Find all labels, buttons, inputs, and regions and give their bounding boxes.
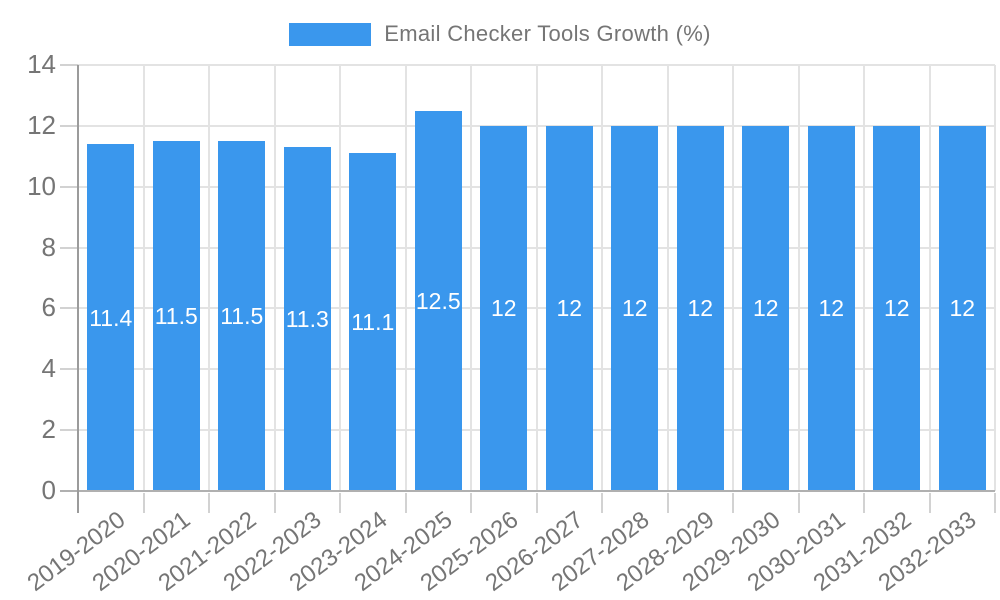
v-gridline [994,65,996,491]
bar-value-label: 12.5 [415,287,461,314]
y-tick-label: 10 [27,170,56,201]
legend-label: Email Checker Tools Growth (%) [384,21,711,46]
v-gridline [928,65,931,491]
y-tick-label: 4 [41,353,56,384]
bar-value-label: 12 [883,295,910,322]
y-axis-tick [60,246,78,249]
v-gridline [273,65,276,491]
bar-2021-2022[interactable] [218,141,266,491]
chart-legend[interactable]: Email Checker Tools Growth (%) [0,21,1000,47]
bar-2027-2028[interactable] [611,125,659,491]
v-gridline [535,65,538,491]
y-axis-line [77,65,79,513]
bar-2029-2030[interactable] [742,125,790,491]
v-gridline [470,65,472,491]
bar-2025-2026[interactable] [480,125,528,491]
y-tick-label: 14 [27,49,56,79]
bar-2023-2024[interactable] [349,153,397,491]
bar-2026-2027[interactable] [545,125,593,491]
bar-value-label: 12 [621,295,648,322]
bar-value-label: 12 [818,295,845,322]
bar-value-label: 11.5 [220,303,264,330]
x-axis-tick [470,493,472,513]
v-gridline [732,65,734,491]
bar-2024-2025[interactable] [414,110,462,491]
bar-2022-2023[interactable] [283,147,331,491]
v-gridline [339,65,341,491]
y-tick-label: 2 [41,414,56,445]
x-axis-tick [142,493,145,513]
y-tick-label: 6 [41,292,56,323]
bar-2030-2031[interactable] [807,125,855,491]
v-gridline [404,65,407,491]
y-tick-label: 12 [27,109,56,140]
x-axis-tick [273,493,276,513]
y-tick-label: 8 [41,231,56,262]
y-axis-tick [60,64,78,66]
bar-value-label: 11.3 [285,306,329,333]
y-tick-label: 0 [41,475,56,505]
x-axis-tick [666,493,669,513]
x-axis-tick [928,493,931,513]
v-gridline [208,65,210,491]
x-axis-tick [732,493,734,513]
y-axis-tick [60,429,78,432]
bar-value-label: 12 [556,295,583,322]
v-gridline [601,65,603,491]
y-axis-tick [60,185,78,188]
bar-2031-2032[interactable] [873,125,921,491]
bar-value-label: 12 [752,295,779,322]
bar-value-label: 12 [949,295,976,322]
bar-value-label: 11.1 [351,309,395,336]
bar-value-label: 11.4 [89,304,133,331]
x-axis-tick [208,493,210,513]
bar-value-label: 11.5 [154,303,198,330]
x-axis-tick [339,493,341,513]
x-axis-tick [994,493,996,513]
y-axis-tick [60,124,78,127]
x-axis-tick [797,493,800,513]
x-axis-tick [863,493,865,513]
bar-2019-2020[interactable] [87,144,135,491]
bar-2020-2021[interactable] [152,141,200,491]
y-axis-tick [60,368,78,371]
v-gridline [863,65,865,491]
x-axis-tick [601,493,603,513]
x-axis-tick [404,493,407,513]
v-gridline [666,65,669,491]
v-gridline [142,65,145,491]
x-baseline [60,490,995,492]
v-gridline [797,65,800,491]
legend-swatch [289,22,372,46]
x-axis-tick [535,493,538,513]
y-axis-tick [60,307,78,310]
bar-value-label: 12 [687,295,714,322]
bar-2028-2029[interactable] [676,125,724,491]
bar-2032-2033[interactable] [938,125,986,491]
bar-value-label: 12 [490,295,517,322]
